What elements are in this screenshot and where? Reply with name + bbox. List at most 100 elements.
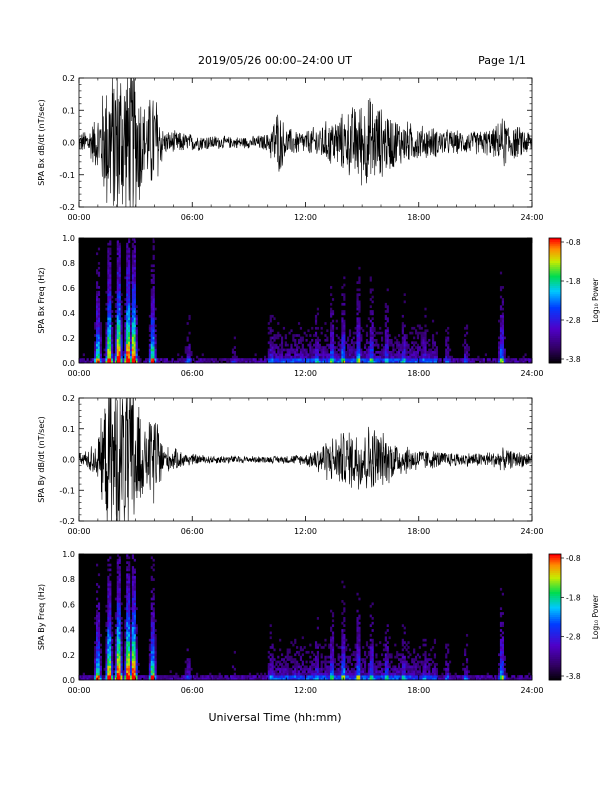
colorbar-swatch	[549, 625, 561, 628]
spectrogram-cell	[99, 338, 102, 342]
colorbar-swatch	[549, 275, 561, 278]
spectrogram-cell	[269, 343, 272, 347]
spectrogram-cell	[330, 626, 333, 630]
spectrogram-cell	[118, 624, 121, 627]
spectrogram-cell	[79, 360, 82, 364]
spectrogram-cell	[331, 643, 335, 647]
spectrogram-cell	[271, 358, 274, 361]
spectrogram-cell	[267, 331, 270, 335]
spectrogram-cell	[97, 331, 101, 335]
spectrogram-cell	[413, 665, 416, 669]
spectrogram-cell	[186, 346, 189, 349]
spectrogram-cell	[133, 675, 136, 678]
spectrogram-cell	[97, 274, 101, 277]
spectrogram-cell	[399, 670, 403, 674]
spectrogram-cell	[424, 355, 427, 359]
spectrogram-cell	[169, 360, 172, 364]
spectrogram-cell	[282, 670, 286, 674]
spectrogram-cell	[307, 667, 310, 671]
spectrogram-cell	[131, 334, 135, 337]
spectrogram-cell	[409, 672, 412, 676]
colorbar-swatch	[549, 650, 561, 654]
spectrogram-cell	[131, 604, 135, 608]
spectrogram-cell	[356, 636, 359, 640]
spectrogram-cell	[465, 667, 469, 671]
spectrogram-cell	[126, 612, 129, 615]
spectrogram-cell	[384, 324, 387, 328]
spectrogram-cell	[445, 660, 448, 664]
spectrogram-cell	[499, 305, 503, 309]
spectrogram-cell	[399, 675, 403, 678]
spectrogram-cell	[350, 353, 353, 357]
spectrogram-cell	[131, 653, 135, 657]
spectrogram-cell	[299, 350, 303, 354]
spectrogram-cell	[277, 348, 280, 352]
spectrogram-cell	[128, 580, 131, 584]
spectrogram-cell	[460, 360, 463, 364]
spectrogram-cell	[277, 360, 280, 364]
spectrogram-cell	[384, 360, 387, 364]
spectrogram-cell	[152, 641, 155, 644]
spectrogram-cell	[430, 663, 433, 666]
spectrogram-cell	[411, 326, 414, 330]
spectrogram-cell	[367, 346, 370, 349]
spectrogram-cell	[377, 360, 380, 364]
spectrogram-cell	[296, 348, 299, 352]
spectrogram-cell	[269, 663, 272, 666]
spectrogram-cell	[445, 341, 448, 345]
spectrogram-cell	[301, 663, 304, 666]
spectrogram-cell	[465, 358, 469, 361]
spectrogram-cell	[347, 643, 350, 647]
spectrogram-cell	[109, 614, 112, 618]
spectrogram-cell	[343, 341, 346, 345]
colorbar-swatch	[549, 558, 561, 561]
spectrogram-cell	[88, 360, 91, 364]
spectrogram-cell	[277, 672, 280, 676]
spectrogram-cell	[95, 341, 99, 345]
spectrogram-cell	[386, 350, 389, 354]
spectrogram-cell	[316, 348, 320, 352]
colorbar-swatch	[549, 296, 561, 299]
spectrogram-cell	[269, 331, 272, 335]
spectrogram-cell	[107, 595, 110, 598]
spectrogram-cell	[182, 360, 185, 364]
spectrogram-cell	[396, 675, 399, 678]
spectrogram-cell	[129, 660, 133, 664]
spectrogram-cell	[177, 360, 180, 364]
spectrogram-cell	[95, 617, 99, 620]
spectrogram-cell	[445, 677, 448, 681]
spectrogram-cell	[499, 643, 503, 647]
spectrogram-cell	[335, 353, 338, 357]
spectrogram-cell	[288, 667, 291, 671]
spectrogram-cell	[118, 578, 121, 581]
spectrogram-cell	[409, 353, 412, 357]
spectrogram-cell	[267, 348, 270, 352]
spectrogram-cell	[358, 331, 361, 335]
spectrogram-cell	[128, 271, 131, 275]
spectrogram-cell	[294, 675, 297, 678]
spectrogram-cell	[341, 336, 344, 340]
spectrogram-cell	[413, 677, 416, 681]
colorbar-swatch	[549, 246, 561, 249]
spectrogram-cell	[441, 675, 444, 678]
spectrogram-cell	[107, 307, 110, 311]
spectrogram-cell	[445, 358, 448, 361]
spectrogram-cell	[488, 677, 491, 681]
spectrogram-cell	[126, 592, 129, 596]
spectrogram-cell	[313, 343, 316, 347]
x-tick-label: 24:00	[520, 527, 543, 536]
spectrogram-cell	[339, 350, 342, 354]
spectrogram-cell	[148, 655, 152, 659]
spectrogram-cell	[388, 350, 391, 354]
spectrogram-cell	[118, 655, 121, 659]
spectrogram-cell	[503, 670, 506, 674]
spectrogram-cell	[390, 677, 393, 681]
spectrogram-cell	[309, 655, 312, 659]
spectrogram-cell	[390, 338, 393, 342]
spectrogram-cell	[301, 672, 304, 676]
spectrogram-cell	[116, 561, 119, 564]
spectrogram-cell	[150, 360, 153, 364]
spectrogram-cell	[358, 360, 361, 364]
spectrogram-cell	[382, 355, 386, 359]
spectrogram-cell	[131, 338, 135, 342]
